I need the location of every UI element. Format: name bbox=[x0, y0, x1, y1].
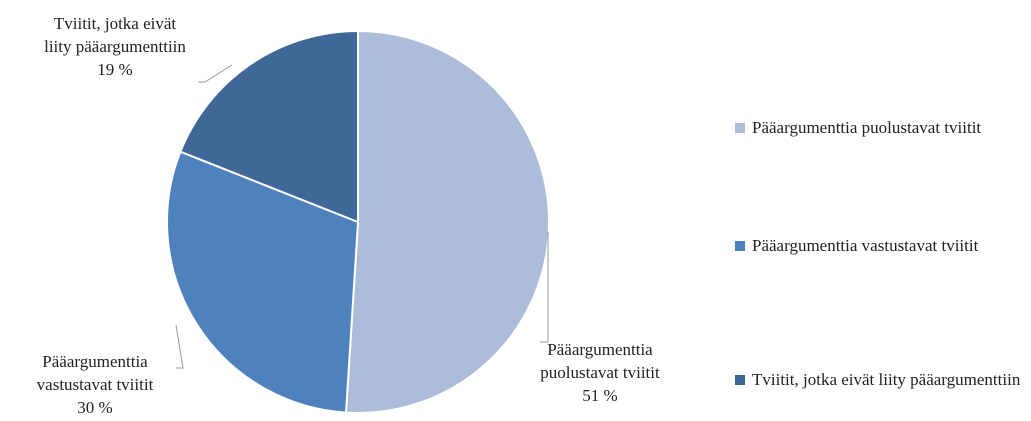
pie-slice bbox=[344, 29, 550, 414]
pie bbox=[166, 29, 550, 414]
data-label-value: 51 % bbox=[582, 386, 618, 405]
data-label: Tviitit, jotka eivät liity pääargumentti… bbox=[40, 12, 190, 81]
leader-line bbox=[175, 324, 184, 369]
legend-item: Pääargumenttia vastustavat tviitit bbox=[735, 232, 1025, 259]
pie-slice bbox=[179, 29, 359, 224]
data-label-value: 19 % bbox=[97, 60, 133, 79]
data-label-category: Pääargumenttia puolustavat tviitit bbox=[540, 340, 660, 382]
pie-slice bbox=[166, 150, 360, 414]
data-label-category: Pääargumenttia vastustavat tviitit bbox=[36, 352, 154, 394]
legend-item: Pääargumenttia puolustavat tviitit bbox=[735, 114, 1025, 141]
data-label: Pääargumenttia puolustavat tviitit 51 % bbox=[515, 338, 685, 407]
legend-label: Pääargumenttia vastustavat tviitit bbox=[752, 236, 979, 255]
legend-swatch bbox=[735, 241, 745, 251]
data-label: Pääargumenttia vastustavat tviitit 30 % bbox=[5, 350, 185, 419]
legend-swatch bbox=[735, 123, 745, 133]
legend-item: Tviitit, jotka eivät liity pääargumentti… bbox=[735, 366, 1025, 393]
data-label-value: 30 % bbox=[77, 398, 113, 417]
legend-swatch bbox=[735, 375, 745, 385]
legend-label: Tviitit, jotka eivät liity pääargumentti… bbox=[752, 370, 1021, 389]
leader-line bbox=[198, 64, 233, 83]
legend-label: Pääargumenttia puolustavat tviitit bbox=[752, 118, 982, 137]
leader-line bbox=[540, 232, 549, 343]
data-label-category: Tviitit, jotka eivät liity pääargumentti… bbox=[44, 14, 186, 56]
